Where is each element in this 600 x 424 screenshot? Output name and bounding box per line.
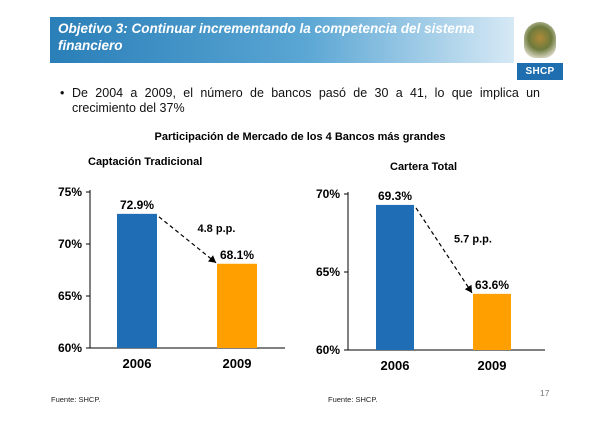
change-annotation: 5.7 p.p. (454, 233, 492, 245)
category-label-2006: 2006 (123, 356, 152, 371)
eagle-seal-icon (524, 22, 556, 58)
national-emblem-icon (517, 17, 563, 63)
y-tick-label: 75% (58, 185, 82, 199)
chart-captacion-tradicional: 60% 65% 70% 75% 72.9% 2006 68.1% 2009 4.8 p.p. (58, 185, 285, 371)
bullet-text: De 2004 a 2009, el número de bancos pasó… (72, 86, 540, 115)
y-tick-label: 65% (58, 289, 82, 303)
y-tick-label: 60% (316, 343, 340, 357)
arrowhead-icon (208, 255, 216, 263)
title-banner-underline (50, 63, 514, 80)
data-label-2006: 69.3% (378, 189, 412, 203)
source-note-left: Fuente: SHCP. (51, 395, 101, 404)
y-tick-label: 60% (58, 341, 82, 355)
category-label-2009: 2009 (223, 356, 252, 371)
y-tick-label: 70% (316, 187, 340, 201)
title-banner: Objetivo 3: Continuar incrementando la c… (50, 17, 514, 63)
page-number: 17 (540, 388, 550, 398)
section-title: Participación de Mercado de los 4 Bancos… (154, 131, 446, 143)
change-arrow-line (158, 216, 217, 264)
data-label-2009: 68.1% (220, 248, 254, 262)
change-annotation: 4.8 p.p. (198, 223, 236, 235)
bullet-symbol: • (60, 86, 65, 100)
bar-2009 (473, 293, 511, 350)
bar-2006 (376, 204, 414, 350)
arrowhead-icon (464, 284, 472, 293)
data-label-2006: 72.9% (120, 198, 154, 212)
y-tick-label: 65% (316, 265, 340, 279)
y-tick-label: 70% (58, 237, 82, 251)
chart-cartera-total: 60% 65% 70% 69.3% 2006 63.6% 2009 5.7 p.p. (316, 187, 545, 373)
source-note-right: Fuente: SHCP. (328, 395, 378, 404)
shcp-logo: SHCP (517, 63, 563, 80)
chart-title-captacion: Captación Tradicional (88, 156, 203, 168)
data-label-2009: 63.6% (475, 278, 509, 292)
category-label-2006: 2006 (381, 358, 410, 373)
bullet-point: • De 2004 a 2009, el número de bancos pa… (60, 86, 540, 116)
bar-2006 (117, 213, 157, 348)
bar-2009 (217, 263, 257, 348)
change-arrow-line (415, 207, 473, 294)
category-label-2009: 2009 (478, 358, 507, 373)
chart-title-cartera: Cartera Total (390, 161, 458, 173)
page-title: Objetivo 3: Continuar incrementando la c… (58, 21, 475, 53)
